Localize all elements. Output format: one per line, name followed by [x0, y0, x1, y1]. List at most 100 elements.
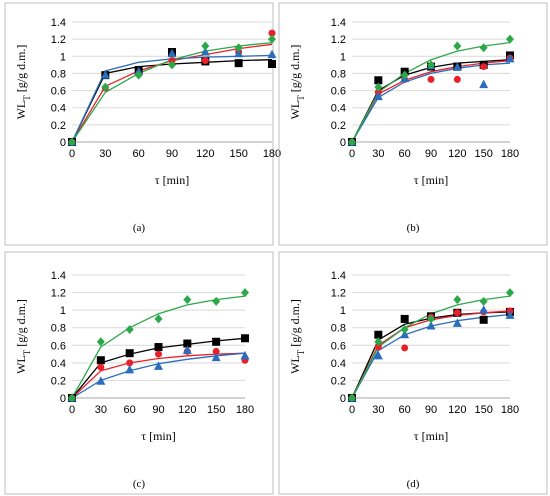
triangle-data-point — [452, 62, 462, 71]
diamond-data-point — [134, 70, 143, 80]
y-tick-label: 0 — [60, 137, 66, 149]
y-tick-label: 0 — [340, 393, 346, 405]
diamond-data-point — [479, 296, 488, 306]
y-tick-label: 1.4 — [51, 270, 66, 282]
square-data-point — [374, 76, 383, 85]
triangle-data-point — [426, 320, 436, 330]
y-tick-label: 0.4 — [331, 358, 346, 370]
triangle-data-point — [100, 70, 110, 79]
y-tick-label: 0.6 — [51, 340, 66, 352]
square-data-point — [241, 334, 249, 343]
square-data-point — [183, 339, 192, 348]
square-data-point — [479, 315, 488, 324]
y-tick-label: 1 — [340, 305, 346, 317]
circle-data-point — [212, 347, 220, 355]
diamond-data-point — [427, 314, 435, 324]
y-tick-label: 0.6 — [331, 340, 346, 352]
panel-caption: (c) — [133, 478, 146, 490]
diamond-data-point — [453, 295, 462, 305]
y-tick-label: 1.2 — [331, 288, 346, 300]
y-tick-label: 0.6 — [51, 86, 66, 98]
y-tick-label: 0.8 — [331, 68, 346, 80]
x-tick-label: 60 — [399, 404, 411, 416]
panel-caption: (b) — [407, 222, 420, 234]
square-data-point — [234, 59, 243, 68]
y-tick-label: 0.2 — [331, 120, 346, 132]
y-tick-label: 0.2 — [51, 120, 66, 132]
diamond-data-point — [400, 324, 409, 334]
x-tick-label: 0 — [69, 404, 75, 416]
panel-frame — [278, 251, 548, 495]
y-tick-label: 0.8 — [51, 68, 66, 80]
y-tick-label: 0.2 — [51, 375, 66, 387]
x-tick-label: 0 — [69, 148, 75, 160]
y-tick-label: 1.2 — [331, 34, 346, 46]
y-tick-label: 0.8 — [331, 323, 346, 335]
diamond-data-point — [183, 295, 192, 305]
y-axis-title: WLT [g/g d.m.] — [288, 45, 306, 120]
diamond-data-point — [96, 337, 105, 347]
y-axis-title: WLT [g/g d.m.] — [14, 45, 32, 120]
diamond-data-point — [400, 70, 409, 80]
x-tick-label: 120 — [448, 404, 466, 416]
x-tick-label: 30 — [372, 148, 384, 160]
y-tick-label: 0.2 — [331, 375, 346, 387]
square-data-point — [96, 356, 105, 365]
x-tick-label: 180 — [263, 148, 281, 160]
square-data-point — [125, 349, 134, 358]
circle-data-point — [155, 350, 162, 358]
circle-data-point — [453, 75, 461, 83]
y-tick-label: 1 — [340, 51, 346, 63]
circle-data-point — [427, 75, 435, 83]
x-axis-title: τ [min] — [155, 173, 189, 187]
x-tick-label: 90 — [166, 148, 178, 160]
diamond-data-point — [154, 314, 163, 324]
circle-data-point — [374, 343, 382, 351]
panels-group: 0 0.2 0.4 0.6 0.8 1 1.2 1.4 0 30 60 90 120 150 180 τ [m… — [4, 2, 548, 495]
square-data-point — [212, 337, 221, 346]
triangle-series-fit-line — [351, 62, 511, 143]
triangle-data-point — [167, 48, 177, 58]
x-tick-label: 150 — [474, 148, 492, 160]
x-tick-label: 90 — [152, 404, 164, 416]
diamond-data-point — [101, 82, 110, 92]
diamond-data-point — [479, 43, 488, 53]
circle-data-point — [201, 57, 209, 65]
diamond-data-point — [348, 393, 356, 403]
diamond-data-point — [234, 43, 243, 53]
panel-caption: (a) — [133, 222, 146, 234]
diamond-data-point — [506, 34, 514, 44]
triangle-data-point — [505, 310, 515, 319]
diamond-data-point — [212, 296, 221, 306]
diamond-data-point — [168, 60, 176, 70]
chart-panel-1: 0 0.2 0.4 0.6 0.8 1 1.2 1.4 0 30 60 90 120 150 180 τ [m… — [4, 2, 281, 246]
y-tick-label: 0 — [60, 393, 66, 405]
panel-frame — [4, 251, 274, 495]
x-tick-label: 180 — [501, 404, 519, 416]
diamond-data-point — [374, 337, 383, 347]
triangle-data-point — [234, 48, 244, 58]
x-tick-label: 30 — [99, 148, 111, 160]
triangle-data-point — [154, 361, 163, 370]
diamond-data-point — [506, 288, 514, 298]
triangle-data-point — [373, 91, 383, 101]
triangle-data-point — [452, 318, 462, 327]
diamond-data-point — [268, 34, 276, 44]
circle-data-point — [453, 309, 461, 317]
diamond-data-point — [68, 393, 76, 403]
y-tick-label: 0.4 — [51, 103, 66, 115]
circle-data-point — [268, 29, 276, 37]
x-tick-label: 150 — [207, 404, 225, 416]
diamond-data-point — [427, 60, 435, 70]
diamond-data-point — [125, 324, 134, 334]
diamond-data-point — [374, 82, 383, 92]
x-tick-label: 90 — [425, 404, 437, 416]
x-tick-label: 150 — [474, 404, 492, 416]
x-tick-label: 0 — [349, 404, 355, 416]
triangle-data-point — [125, 364, 135, 374]
triangle-data-point — [400, 329, 410, 339]
panel-frame — [4, 2, 274, 246]
x-axis-title: τ [min] — [414, 429, 448, 443]
square-data-point — [268, 60, 276, 68]
